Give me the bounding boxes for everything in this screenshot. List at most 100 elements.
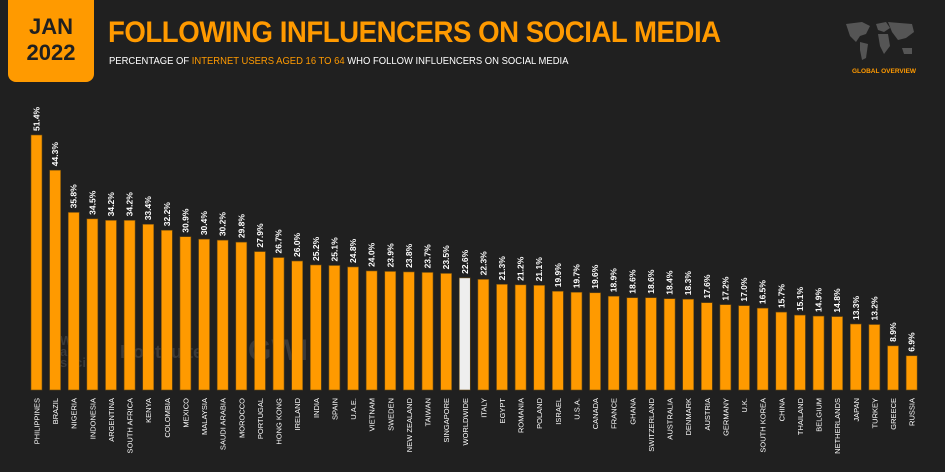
value-label: 34.2% — [106, 192, 116, 217]
date-year: 2022 — [26, 40, 76, 65]
value-label: 26.0% — [292, 232, 302, 257]
category-label: MOROCCO — [237, 398, 246, 438]
category-label: TAIWAN — [424, 398, 433, 426]
category-label: NIGERIA — [70, 398, 79, 429]
bar-ireland — [291, 260, 303, 391]
category-label: SOUTH KOREA — [759, 398, 768, 453]
category-label: ISRAEL — [554, 398, 563, 425]
category-label: COLOMBIA — [163, 398, 172, 438]
value-label: 14.9% — [814, 288, 824, 313]
bar-turkey — [868, 324, 881, 391]
value-label: 35.8% — [69, 184, 79, 209]
value-label: 21.2% — [516, 256, 526, 281]
bar-u-k- — [738, 305, 750, 391]
bar-belgium — [812, 315, 825, 391]
category-label: MEXICO — [181, 398, 190, 428]
category-label: U.K. — [740, 398, 749, 413]
bar-u-a-e- — [347, 266, 359, 391]
value-label: 17.6% — [702, 274, 712, 299]
bar-vietnam — [365, 270, 378, 391]
category-label: AUSTRALIA — [666, 398, 675, 440]
subtitle-highlight: INTERNET USERS AGED 16 TO 64 — [191, 55, 345, 67]
category-label: IRELAND — [293, 397, 302, 430]
category-label: NETHERLANDS — [833, 398, 842, 454]
category-label: GHANA — [628, 398, 637, 425]
bar-hong-kong — [272, 257, 285, 391]
value-label: 18.4% — [665, 270, 675, 295]
category-label: SINGAPORE — [442, 398, 451, 443]
value-label: 22.6% — [460, 249, 470, 274]
date-badge: JAN 2022 — [8, 0, 94, 82]
value-label: 8.9% — [888, 322, 898, 342]
bar-russia — [905, 355, 918, 391]
category-label: INDIA — [312, 398, 321, 418]
category-label: BELGIUM — [815, 398, 824, 432]
value-label: 29.8% — [236, 214, 246, 239]
bar-germany — [719, 304, 732, 391]
category-label: RUSSIA — [908, 398, 917, 426]
value-label: 23.7% — [423, 244, 433, 269]
category-label: CANADA — [591, 398, 600, 429]
value-label: 21.3% — [497, 256, 507, 281]
bar-south-korea — [756, 307, 769, 391]
bar-poland — [533, 285, 546, 391]
value-label: 30.4% — [199, 211, 209, 236]
bar-romania — [514, 284, 527, 391]
value-label: 24.8% — [348, 238, 358, 263]
bar-india — [309, 264, 322, 391]
bar-colombia — [161, 229, 173, 391]
value-label: 30.9% — [180, 208, 190, 233]
bar-spain — [328, 265, 341, 391]
value-label: 19.9% — [553, 263, 563, 288]
value-label: 23.5% — [441, 245, 451, 270]
value-label: 17.2% — [720, 276, 730, 301]
category-label: U.S.A. — [572, 398, 581, 420]
category-label: BRAZIL — [51, 398, 60, 424]
category-label: PHILIPPINES — [33, 398, 42, 444]
category-label: THAILAND — [796, 397, 805, 435]
bar-kenya — [142, 223, 155, 391]
page-title: FOLLOWING INFLUENCERS ON SOCIAL MEDIA — [108, 16, 721, 49]
category-label: HONG KONG — [275, 398, 284, 445]
category-label: WORLDWIDE — [461, 398, 470, 446]
category-label: PORTUGAL — [256, 398, 265, 439]
category-label: ROMANIA — [517, 398, 526, 433]
category-label: VIETNAM — [368, 398, 377, 431]
bar-argentina — [105, 220, 117, 391]
value-label: 23.8% — [404, 243, 414, 268]
bar-philippines — [30, 134, 43, 391]
category-label: ARGENTINA — [107, 398, 116, 442]
value-label: 34.2% — [125, 192, 135, 217]
bar-nigeria — [67, 212, 80, 391]
value-label: 13.3% — [851, 295, 861, 320]
value-label: 25.2% — [311, 236, 321, 261]
category-label: EGYPT — [498, 398, 507, 424]
value-label: 18.3% — [683, 271, 693, 296]
bar-sweden — [384, 271, 397, 391]
category-label: MALAYSIA — [200, 398, 209, 435]
bar-denmark — [682, 298, 695, 391]
category-label: NEW ZEALAND — [405, 397, 414, 452]
page-subtitle: PERCENTAGE OF INTERNET USERS AGED 16 TO … — [109, 55, 568, 67]
date-month: JAN — [28, 14, 73, 39]
bar-australia — [663, 298, 676, 391]
value-label: 51.4% — [32, 106, 42, 131]
bar-france — [607, 295, 620, 391]
bar-china — [775, 311, 788, 391]
category-label: CHINA — [777, 398, 786, 421]
bar-taiwan — [421, 272, 434, 391]
world-map-icon — [846, 22, 914, 60]
bar-portugal — [254, 251, 266, 391]
bar-malaysia — [198, 238, 210, 391]
category-label: FRANCE — [610, 398, 619, 429]
value-label: 14.8% — [832, 288, 842, 313]
category-label: SAUDI ARABIA — [219, 398, 228, 450]
bar-worldwide — [458, 277, 471, 391]
value-label: 18.9% — [609, 268, 619, 293]
bar-morocco — [235, 241, 248, 391]
value-label: 21.1% — [534, 257, 544, 282]
value-label: 19.7% — [571, 264, 581, 289]
category-label: ITALY — [479, 398, 488, 418]
bar-u-s-a- — [570, 291, 583, 391]
